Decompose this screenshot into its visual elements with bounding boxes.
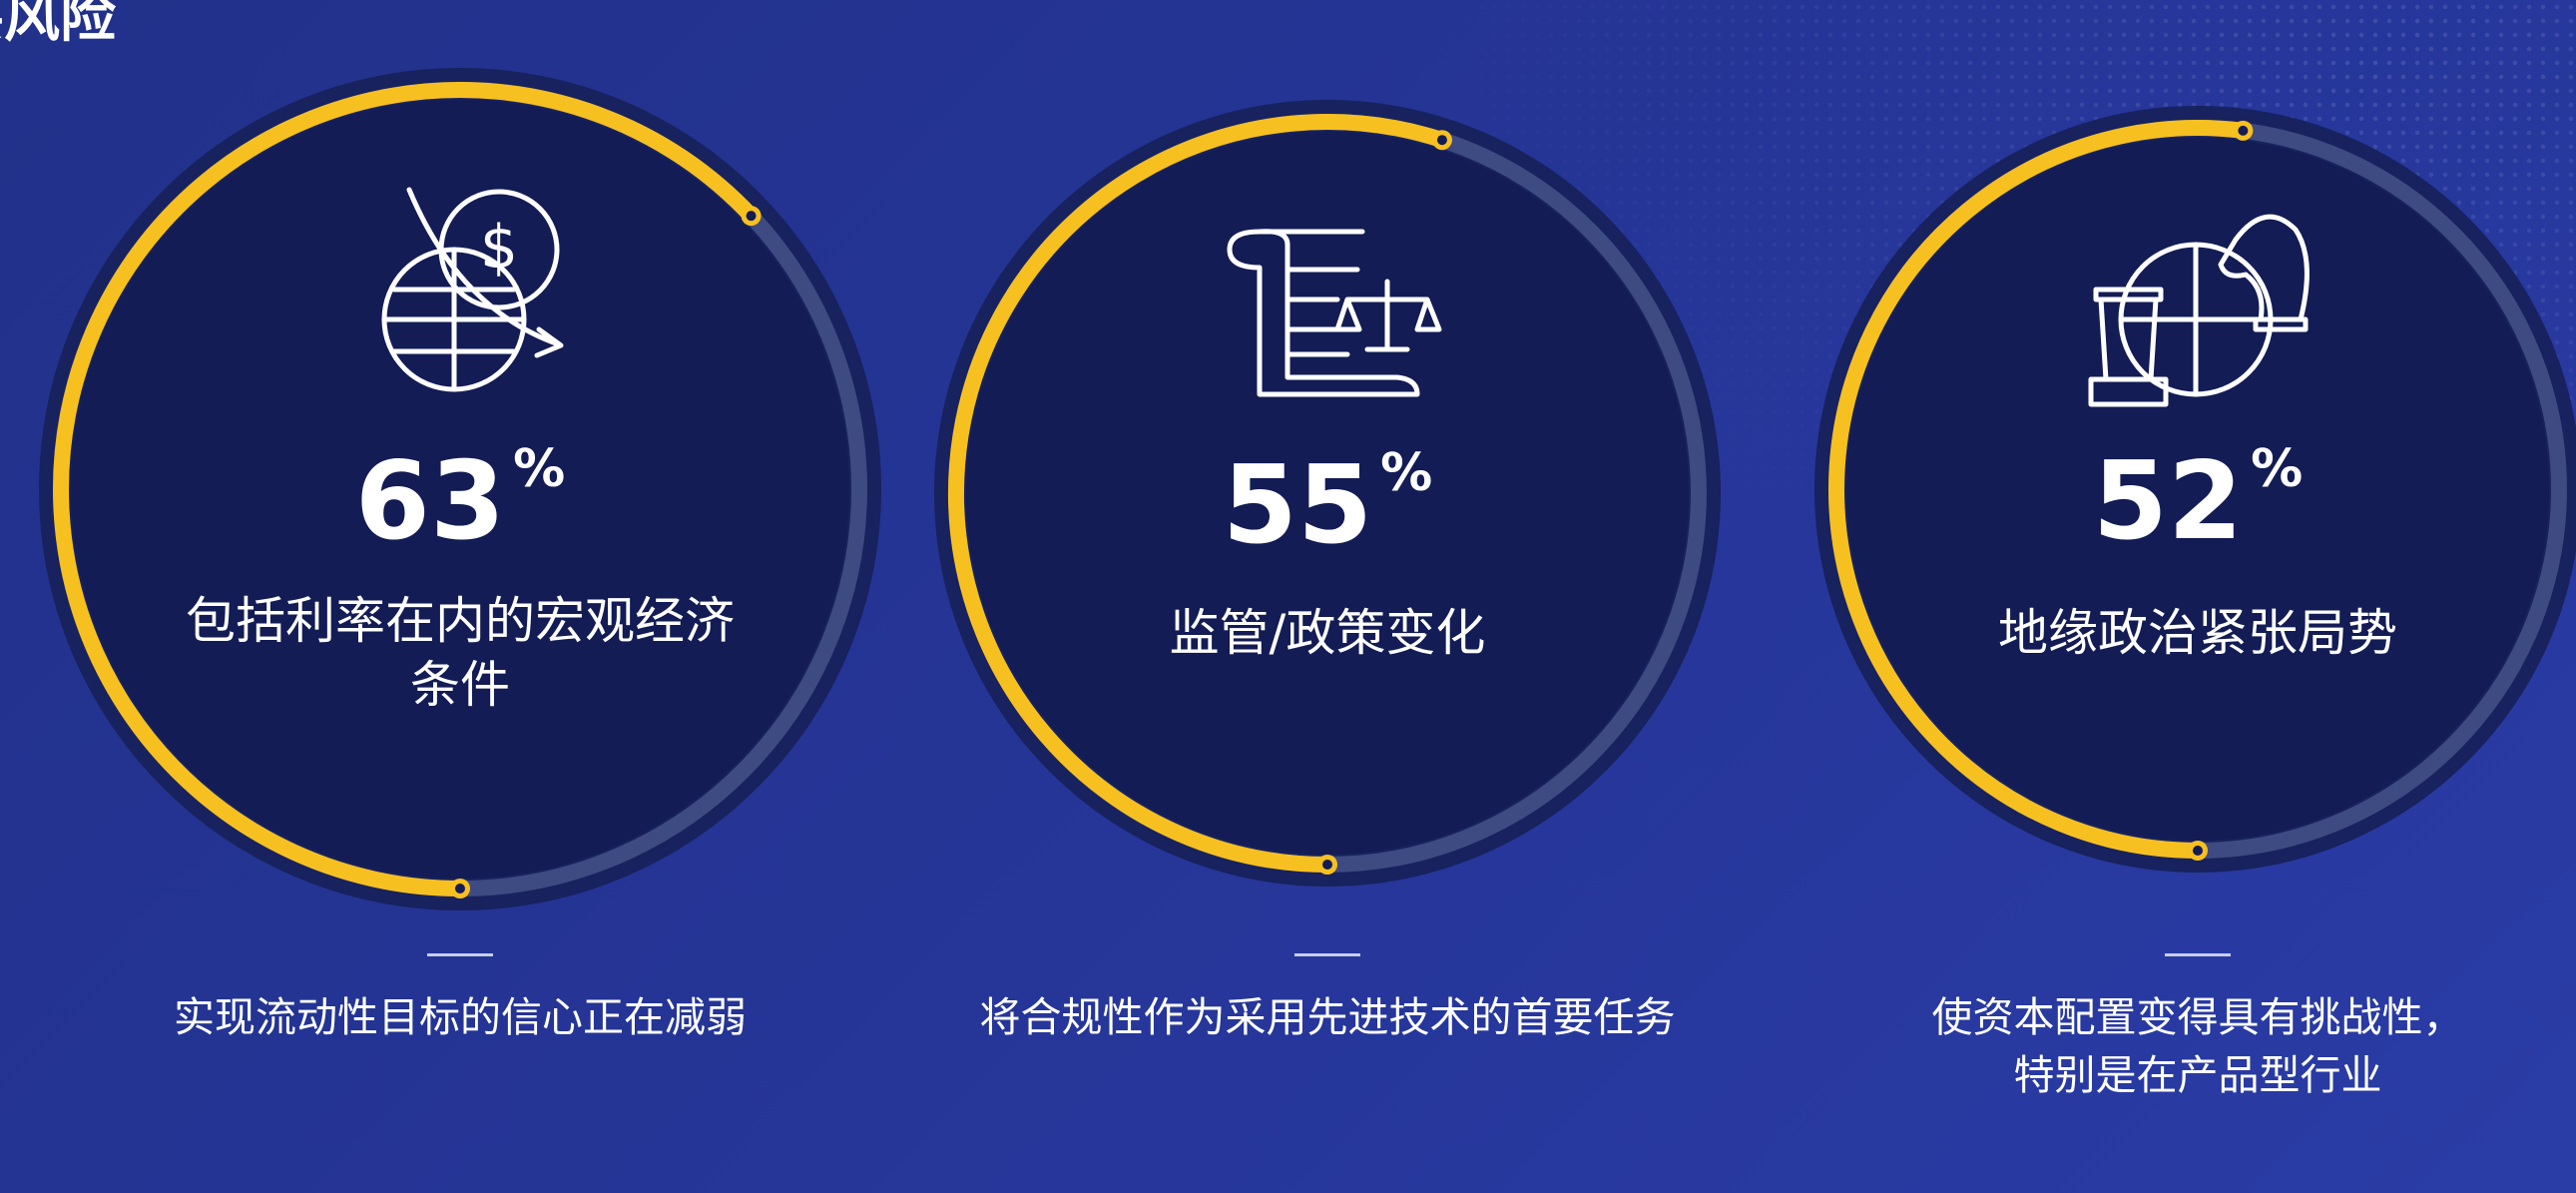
value-unit: % <box>1380 443 1433 503</box>
gauge-value: 52% <box>2093 439 2303 564</box>
arc-end-dot <box>1436 135 1447 146</box>
arc-end-dot <box>2238 125 2249 136</box>
gauge-description: 实现流动性目标的信心正在减弱 <box>174 993 747 1041</box>
icon-regulation <box>1227 229 1442 397</box>
gauge-inner <box>71 100 849 879</box>
gauge-arc <box>53 82 758 896</box>
arc-end-dot <box>455 884 465 894</box>
gauge-inner <box>1846 138 2549 841</box>
icon-finance: $ <box>381 187 564 392</box>
gauge-label: 包括利率在内的宏观经济条件 <box>186 592 735 714</box>
gauge-description: 使资本配置变得具有挑战性，特别是在产品型行业 <box>1931 993 2464 1099</box>
value-unit: % <box>513 439 566 499</box>
separator <box>1294 953 1360 956</box>
separator <box>2165 953 2231 956</box>
gauge-inner <box>966 132 1689 855</box>
gauge-label: 监管/政策变化 <box>1169 604 1486 662</box>
gauge-arc <box>948 114 1445 873</box>
page-title: 要风险 <box>0 0 116 50</box>
separator <box>427 953 493 956</box>
arc-end-dot <box>2193 846 2203 856</box>
gauge-arc <box>1828 120 2245 859</box>
value-unit: % <box>2251 439 2304 499</box>
value-number: 52 <box>2092 439 2244 564</box>
icons: $ <box>381 187 2310 407</box>
gauge-value: 63% <box>355 439 565 564</box>
arc-end-dot <box>1322 860 1332 870</box>
svg-text:$: $ <box>480 213 518 283</box>
gauge-description: 将合规性作为采用先进技术的首要任务 <box>979 993 1676 1041</box>
arc-end-dot <box>746 211 757 222</box>
gauge-value: 55% <box>1223 443 1432 568</box>
icon-geopolitics <box>2088 214 2310 407</box>
gauge-label: 地缘政治紧张局势 <box>1998 604 2397 662</box>
value-number: 55 <box>1222 443 1373 568</box>
value-number: 63 <box>354 439 506 564</box>
